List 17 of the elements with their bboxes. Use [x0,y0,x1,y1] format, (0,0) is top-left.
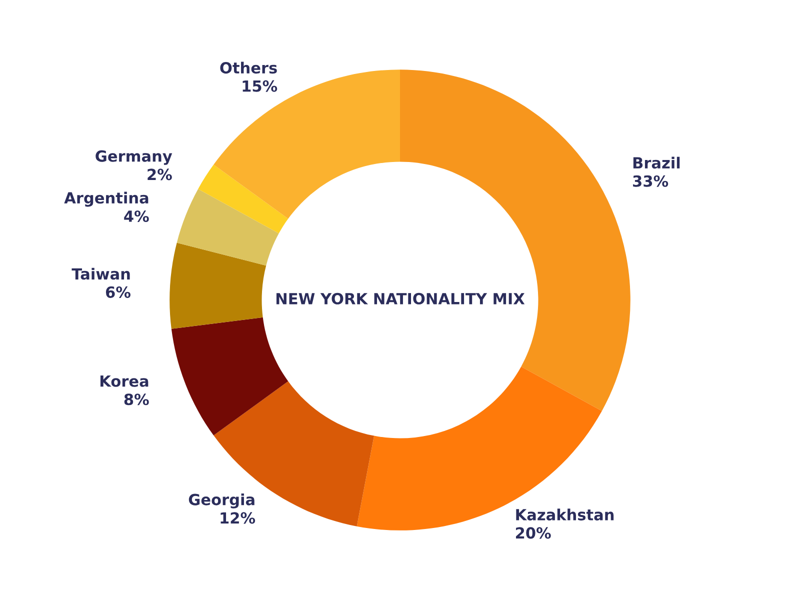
slice-label: Brazil [633,156,680,169]
slice-label: Korea [100,376,148,387]
slice-label: Kazakhstan [516,508,614,520]
data-label: 33% [633,175,668,187]
data-label: 6% [106,286,130,298]
slice-label: Taiwan [72,268,130,280]
data-label: 15% [242,80,278,92]
data-label: 12% [220,512,256,524]
slice-label: Germany [96,150,172,165]
data-label: 20% [516,527,551,539]
data-label: 8% [124,394,149,406]
data-label: 2% [148,168,172,180]
slice-label: Others [220,62,277,74]
data-label: 4% [124,210,149,222]
slice-label: Argentina [64,192,148,207]
text: NEW YORK NATIONALITY MIX [276,292,525,304]
slice-label: Georgia [188,494,254,508]
